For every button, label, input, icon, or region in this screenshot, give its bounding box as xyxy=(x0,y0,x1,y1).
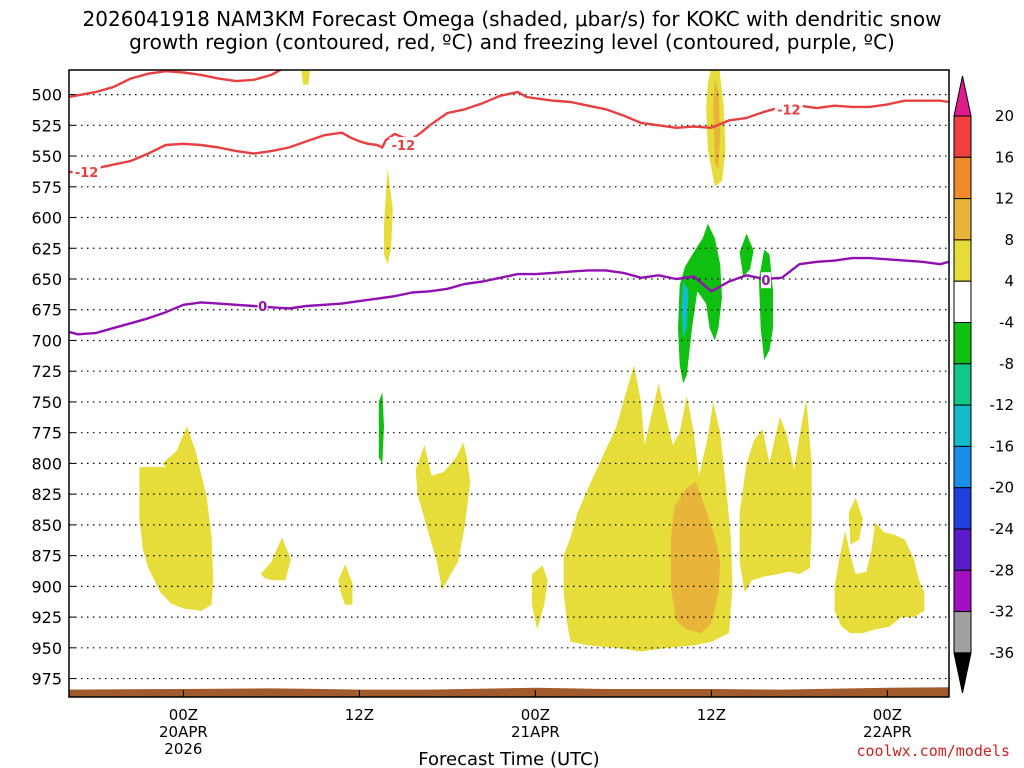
chart-title-line-2: growth region (contoured, red, ºC) and f… xyxy=(129,30,895,54)
x-tick-label-5: 00Z xyxy=(873,706,902,724)
contour-label-bg-5 xyxy=(257,298,268,315)
contour-label-bg-3 xyxy=(774,101,803,118)
colorbar-segment-9 xyxy=(953,445,972,489)
omega-shade-18 xyxy=(739,233,754,277)
colorbar-label-13: -32 xyxy=(990,603,1015,621)
y-tick-label-600: 600 xyxy=(31,209,62,228)
chart-title-line-1: 2026041918 NAM3KM Forecast Omega (shaded… xyxy=(82,7,942,31)
colorbar-top-arrow xyxy=(953,75,972,117)
contour-label-6: 0 xyxy=(761,274,770,289)
y-tick-label-925: 925 xyxy=(31,608,62,627)
omega-shade-13 xyxy=(301,70,311,85)
x-tick-date-3: 21APR xyxy=(511,723,560,741)
omega-shade-16 xyxy=(678,223,722,384)
omega-shade-17 xyxy=(681,281,689,338)
x-tick-label-2: 12Z xyxy=(345,706,374,724)
colorbar-label-8: -12 xyxy=(990,396,1015,414)
colorbar-label-9: -16 xyxy=(990,437,1015,455)
colorbar-segment-4 xyxy=(953,239,972,282)
source-credit: coolwx.com/models xyxy=(856,742,1010,760)
y-tick-label-950: 950 xyxy=(31,639,62,658)
omega-shade-6 xyxy=(415,442,471,590)
omega-shade-15 xyxy=(713,79,721,169)
x-tick-date-1: 20APR xyxy=(159,723,208,741)
contour-line-2 xyxy=(69,90,949,174)
plot-frame xyxy=(68,69,950,698)
colorbar-segment-1 xyxy=(953,115,972,158)
colorbar-segment-11 xyxy=(953,528,972,571)
colorbar-segment-10 xyxy=(953,487,972,530)
colorbar-label-10: -20 xyxy=(990,479,1015,497)
colorbar-segment-13 xyxy=(953,611,972,654)
x-tick-year-1: 2026 xyxy=(164,740,202,758)
y-tick-label-700: 700 xyxy=(31,331,62,350)
colorbar-label-6: -4 xyxy=(999,314,1014,332)
y-tick-label-500: 500 xyxy=(31,86,62,105)
contour-line-3 xyxy=(69,256,949,336)
omega-shade-5 xyxy=(384,168,393,265)
colorbar-label-14: -36 xyxy=(990,644,1015,662)
y-tick-label-550: 550 xyxy=(31,147,62,166)
contour-label-1: -12 xyxy=(75,166,99,181)
colorbar-segment-2 xyxy=(953,156,972,200)
colorbar-segment-5 xyxy=(953,280,972,324)
omega-shade-4 xyxy=(338,564,353,605)
y-tick-label-525: 525 xyxy=(31,116,62,135)
omega-shade-10 xyxy=(834,522,925,634)
y-tick-label-725: 725 xyxy=(31,362,62,381)
plot-area: -12 -12 -12 0 0 xyxy=(69,70,949,697)
omega-shade-2 xyxy=(162,426,205,488)
x-axis-title: Forecast Time (UTC) xyxy=(418,749,599,768)
colorbar-segment-6 xyxy=(953,322,972,365)
x-tick-label-4: 12Z xyxy=(697,706,726,724)
y-tick-label-900: 900 xyxy=(31,577,62,596)
colorbar-label-7: -8 xyxy=(999,355,1014,373)
y-tick-label-850: 850 xyxy=(31,516,62,535)
y-tick-label-875: 875 xyxy=(31,547,62,566)
colorbar-segment-7 xyxy=(953,363,972,406)
colorbar-segment-12 xyxy=(953,569,972,613)
colorbar-segment-3 xyxy=(953,198,972,241)
colorbar-label-3: 12 xyxy=(995,190,1014,208)
colorbar-label-5: 4 xyxy=(1004,272,1014,290)
x-tick-date-5: 22APR xyxy=(863,723,912,741)
colorbar-label-4: 8 xyxy=(1004,231,1014,249)
colorbar-segment-8 xyxy=(953,404,972,447)
omega-shade-3 xyxy=(260,537,291,581)
ground-surface xyxy=(69,687,949,697)
colorbar-label-2: 16 xyxy=(995,148,1014,166)
colorbar-label-11: -24 xyxy=(990,520,1015,538)
y-tick-label-825: 825 xyxy=(31,485,62,504)
contour-label-2: -12 xyxy=(392,139,416,154)
y-tick-label-750: 750 xyxy=(31,393,62,412)
omega-shade-20 xyxy=(378,392,384,464)
omega-shade-14 xyxy=(670,481,721,634)
contour-label-bg-2 xyxy=(389,136,418,153)
colorbar-label-12: -28 xyxy=(990,561,1015,579)
omega-shade-1 xyxy=(139,467,214,611)
x-tick-label-3: 00Z xyxy=(521,706,550,724)
contour-label-bg-6 xyxy=(760,272,771,289)
y-tick-label-775: 775 xyxy=(31,424,62,443)
y-tick-label-575: 575 xyxy=(31,178,62,197)
contour-label-3: -12 xyxy=(777,103,801,118)
colorbar-bottom-arrow xyxy=(953,652,972,694)
y-tick-label-650: 650 xyxy=(31,270,62,289)
omega-shade-7 xyxy=(531,565,548,630)
contour-label-bg-1 xyxy=(72,164,101,181)
y-tick-label-975: 975 xyxy=(31,670,62,689)
omega-shade-11 xyxy=(848,497,863,545)
y-tick-label-675: 675 xyxy=(31,301,62,320)
contour-label-5: 0 xyxy=(258,300,267,315)
colorbar-label-1: 20 xyxy=(995,107,1014,125)
x-tick-label-1: 00Z xyxy=(169,706,198,724)
omega-shade-9 xyxy=(739,399,812,593)
contour-line-1 xyxy=(69,70,283,99)
y-tick-label-625: 625 xyxy=(31,239,62,258)
y-tick-label-800: 800 xyxy=(31,454,62,473)
omega-shade-19 xyxy=(758,249,773,361)
